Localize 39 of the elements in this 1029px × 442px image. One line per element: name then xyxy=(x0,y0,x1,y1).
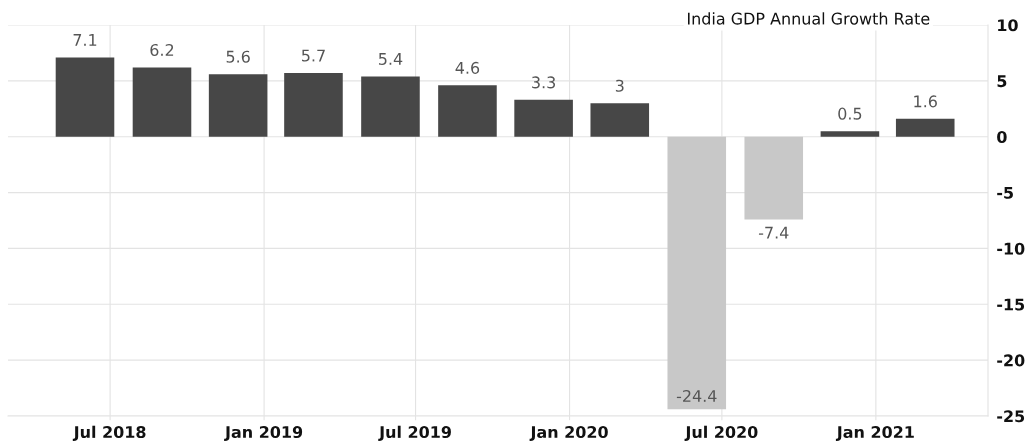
bar xyxy=(438,85,497,137)
bar xyxy=(895,118,955,137)
x-tick-label: Jan 2021 xyxy=(835,426,914,442)
y-tick-label: 5 xyxy=(997,75,1007,88)
y-tick-label: 0 xyxy=(997,130,1007,144)
bar xyxy=(590,103,650,137)
bar xyxy=(744,136,804,220)
bar xyxy=(208,74,268,137)
bar xyxy=(667,136,727,410)
y-tick-label: 10 xyxy=(998,19,1018,32)
x-tick-label: Jul 2019 xyxy=(378,425,451,442)
y-tick-label: -15 xyxy=(997,298,1025,311)
data-label: 5.4 xyxy=(378,53,403,65)
data-label: 6.2 xyxy=(150,43,174,57)
y-tick-label: -10 xyxy=(997,242,1025,255)
bar xyxy=(514,99,573,137)
y-tick-label: -5 xyxy=(997,186,1013,199)
x-tick-label: Jan 2019 xyxy=(224,426,303,442)
data-label: 5.7 xyxy=(302,49,325,62)
data-label: 3 xyxy=(615,79,624,92)
data-label: 4.6 xyxy=(455,61,480,74)
data-label: 5.6 xyxy=(226,50,250,63)
bar xyxy=(55,57,115,137)
x-tick-label: Jan 2020 xyxy=(529,426,608,442)
bar xyxy=(361,76,420,137)
x-tick-label: Jul 2018 xyxy=(72,425,146,442)
data-label: 3.3 xyxy=(532,76,556,89)
bar xyxy=(820,131,880,137)
data-label: 7.1 xyxy=(73,34,97,46)
bar xyxy=(284,73,343,137)
data-label: 1.6 xyxy=(914,95,937,108)
y-tick-label: -25 xyxy=(997,410,1025,423)
chart-title: India GDP Annual Growth Rate xyxy=(688,12,930,25)
y-tick-label: -20 xyxy=(997,354,1025,367)
data-label: -24.4 xyxy=(676,389,717,402)
data-label: 0.5 xyxy=(838,107,862,120)
bar xyxy=(132,67,192,137)
data-label: -7.4 xyxy=(758,226,789,239)
x-tick-label: Jul 2020 xyxy=(684,425,758,442)
